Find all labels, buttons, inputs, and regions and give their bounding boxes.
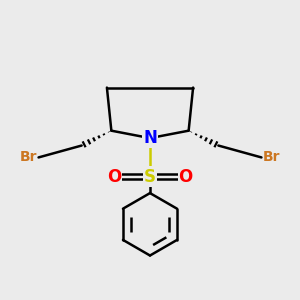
Text: O: O: [107, 168, 122, 186]
Text: Br: Br: [20, 150, 37, 164]
Text: Br: Br: [263, 150, 280, 164]
Text: N: N: [143, 129, 157, 147]
Text: O: O: [178, 168, 193, 186]
Text: S: S: [144, 168, 156, 186]
